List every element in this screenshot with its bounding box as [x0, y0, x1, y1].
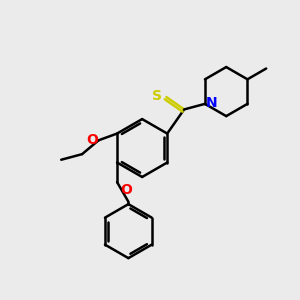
Text: O: O [120, 183, 132, 197]
Text: S: S [152, 89, 163, 103]
Text: O: O [86, 133, 98, 147]
Text: N: N [206, 96, 218, 110]
